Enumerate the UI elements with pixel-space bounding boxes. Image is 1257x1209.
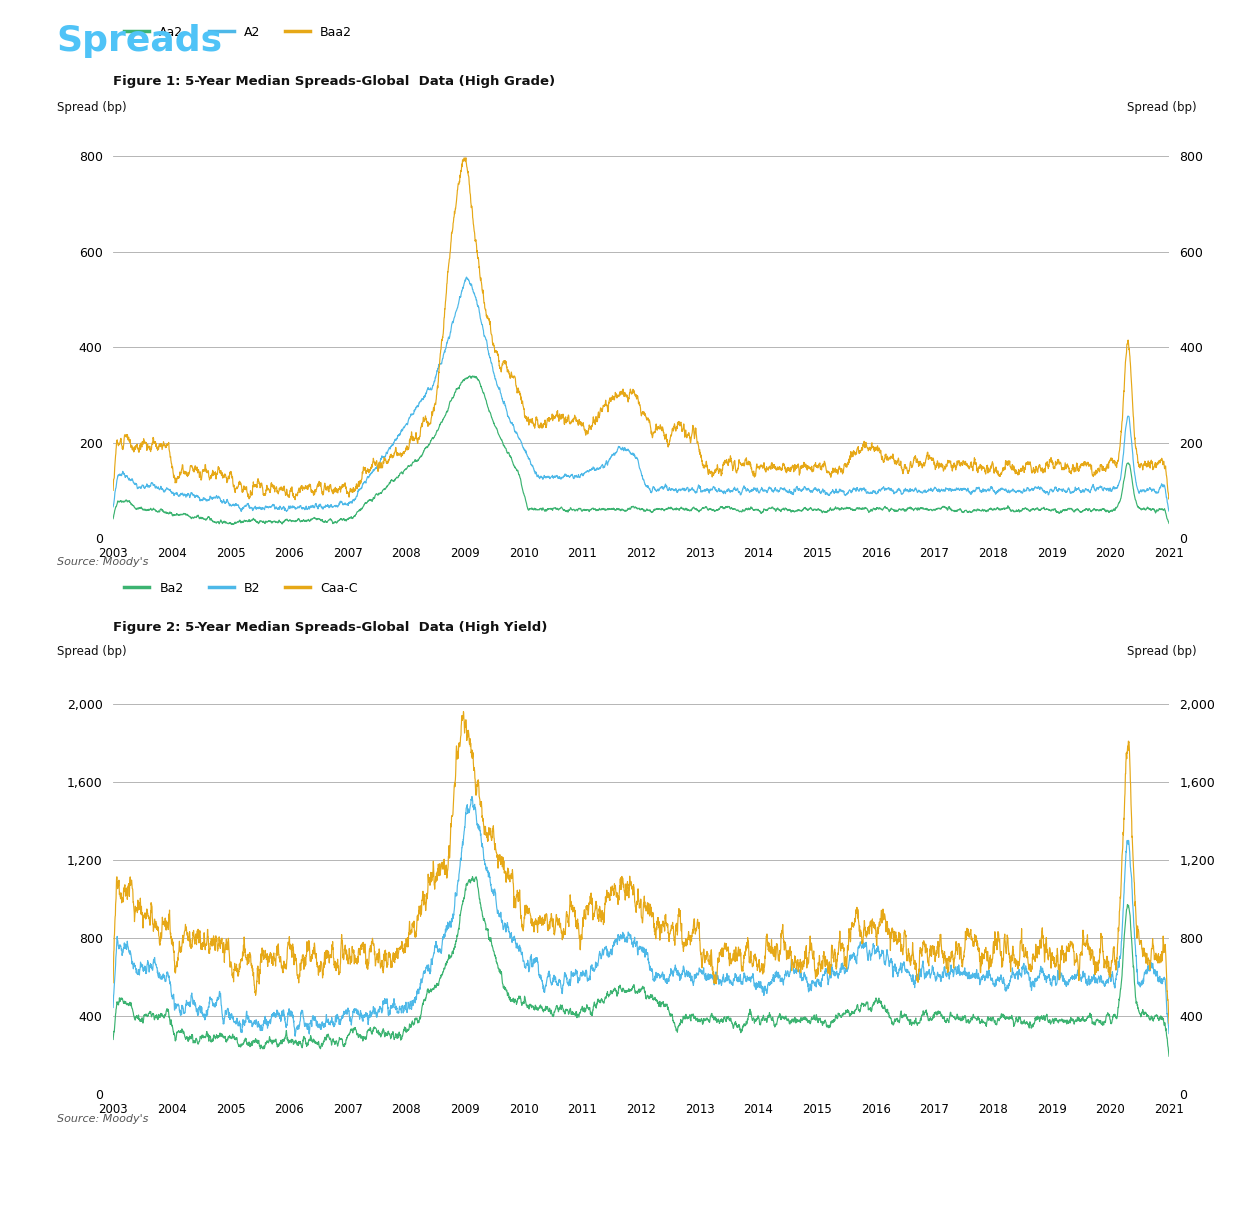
Text: Spread (bp): Spread (bp) xyxy=(57,102,126,114)
Text: Figure 1: 5-Year Median Spreads-Global  Data (High Grade): Figure 1: 5-Year Median Spreads-Global D… xyxy=(113,75,556,87)
Text: Spread (bp): Spread (bp) xyxy=(1128,646,1197,658)
Text: Figure 2: 5-Year Median Spreads-Global  Data (High Yield): Figure 2: 5-Year Median Spreads-Global D… xyxy=(113,621,548,634)
Text: Source: Moody's: Source: Moody's xyxy=(57,1113,148,1124)
Text: Spread (bp): Spread (bp) xyxy=(57,646,126,658)
Text: Spread (bp): Spread (bp) xyxy=(1128,102,1197,114)
Text: Source: Moody's: Source: Moody's xyxy=(57,556,148,567)
Text: Spreads: Spreads xyxy=(57,24,222,58)
Legend: Ba2, B2, Caa-C: Ba2, B2, Caa-C xyxy=(119,577,362,600)
Legend: Aa2, A2, Baa2: Aa2, A2, Baa2 xyxy=(119,21,357,44)
